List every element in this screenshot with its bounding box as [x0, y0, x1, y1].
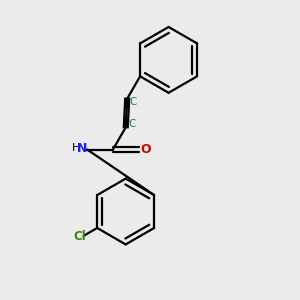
Text: N: N	[77, 142, 87, 155]
Text: H: H	[72, 143, 80, 153]
Text: Cl: Cl	[73, 230, 85, 243]
Text: O: O	[140, 143, 151, 156]
Text: C: C	[130, 97, 137, 107]
Text: C: C	[128, 119, 136, 129]
